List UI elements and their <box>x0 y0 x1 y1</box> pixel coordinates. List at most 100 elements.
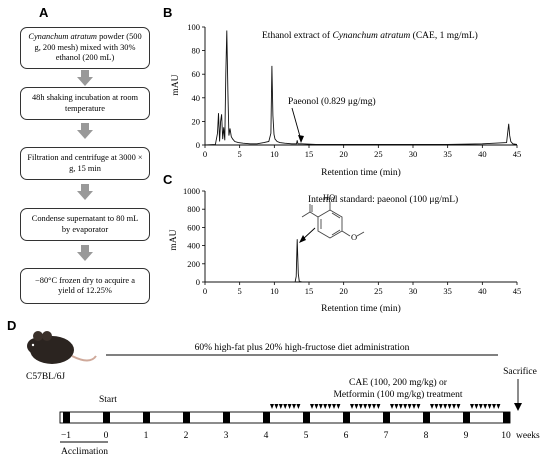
y-tick-label: 1000 <box>183 186 200 196</box>
treatment-label-line2: Metformin (100 mg/kg) treatment <box>333 389 462 400</box>
treatment-triangle <box>456 404 461 409</box>
panel-letter-b: B <box>163 5 173 20</box>
week-marker <box>383 412 390 423</box>
treatment-markers <box>270 404 501 409</box>
flow-step-3: Filtration and centrifuge at 3000 × g, 1… <box>20 147 150 180</box>
timeline-outline <box>59 411 511 424</box>
week-marker <box>263 412 270 423</box>
treatment-triangle <box>394 404 399 409</box>
flow-arrow-1 <box>77 70 93 86</box>
week-marker <box>63 412 70 423</box>
chart-c-xlabel: Retention time (min) <box>321 303 401 314</box>
week-marker <box>463 412 470 423</box>
x-tick-label: 5 <box>238 286 242 296</box>
chart-c-title: Internal standard: paeonol (100 μg/mL) <box>308 194 458 205</box>
x-tick-label: 40 <box>478 149 487 159</box>
week-marker <box>503 412 510 423</box>
flow-step-5-text: −80°C frozen dry to acquire a yield of 1… <box>35 275 135 296</box>
x-tick-label: 45 <box>513 149 522 159</box>
treatment-triangle <box>398 404 403 409</box>
acclimation-label: Acclimation <box>61 447 108 457</box>
x-tick-label: 20 <box>339 286 348 296</box>
x-tick-label: 40 <box>478 286 487 296</box>
week-tick-label: 9 <box>464 431 469 441</box>
treatment-triangle <box>314 404 319 409</box>
y-tick-label: 40 <box>192 93 201 103</box>
start-label: Start <box>99 395 117 405</box>
treatment-triangle <box>292 404 296 409</box>
week-tick-label: 1 <box>144 431 149 441</box>
week-marker <box>303 412 310 423</box>
sacrifice-arrow <box>514 379 522 411</box>
treatment-triangle <box>318 404 323 409</box>
treatment-label-line1: CAE (100, 200 mg/kg) or <box>349 377 448 388</box>
x-tick-label: 0 <box>203 149 207 159</box>
week-tick-label: 7 <box>384 431 389 441</box>
mouse-strain-label: C57BL/6J <box>26 372 65 382</box>
week-marker <box>103 412 110 423</box>
chart-b-ticks: 0 5 10 15 20 25 30 35 40 45 0 20 40 60 80 100 <box>187 22 521 159</box>
treatment-triangle <box>474 404 479 409</box>
y-tick-label: 20 <box>192 116 201 126</box>
x-tick-label: 10 <box>270 149 279 159</box>
treatment-triangle <box>390 404 394 409</box>
y-tick-label: 400 <box>187 241 200 251</box>
chart-b-xlabel: Retention time (min) <box>321 167 401 178</box>
diet-label: 60% high-fat plus 20% high-fructose diet… <box>195 342 410 353</box>
week-marker <box>183 412 190 423</box>
flow-step-1-italic: Cynanchum atratum <box>28 32 97 42</box>
treatment-triangle <box>487 404 492 409</box>
treatment-triangle <box>492 404 496 409</box>
treatment-triangle <box>452 404 456 409</box>
treatment-triangle <box>296 404 301 409</box>
y-tick-label: 200 <box>187 259 200 269</box>
x-tick-label: 25 <box>374 286 383 296</box>
x-tick-label: 20 <box>339 149 348 159</box>
week-tick-label: 3 <box>224 431 229 441</box>
week-tick-label: 6 <box>344 431 349 441</box>
chart-b-ylabel: mAU <box>171 74 181 95</box>
treatment-triangle <box>447 404 452 409</box>
chart-b-title: Ethanol extract of Cynanchum atratum (CA… <box>262 30 478 41</box>
treatment-triangle <box>278 404 283 409</box>
x-tick-label: 15 <box>305 286 314 296</box>
treatment-triangle <box>434 404 439 409</box>
week-tick-label: 2 <box>184 431 189 441</box>
flow-step-2-text: 48h shaking incubation at room temperatu… <box>31 93 139 113</box>
panel-letter-c: C <box>163 172 173 187</box>
treatment-triangle <box>483 404 488 409</box>
treatment-triangle <box>358 404 363 409</box>
treatment-triangle <box>332 404 336 409</box>
structure-o-label: O <box>351 232 357 242</box>
week-tick-label: 0 <box>104 431 109 441</box>
treatment-triangle <box>354 404 359 409</box>
treatment-triangle <box>363 404 368 409</box>
x-tick-label: 5 <box>238 149 242 159</box>
treatment-triangle <box>310 404 314 409</box>
treatment-triangle <box>274 404 279 409</box>
treatment-triangle <box>430 404 434 409</box>
flow-arrow-4 <box>77 245 93 261</box>
chart-b-title-pre: Ethanol extract of <box>262 30 332 41</box>
treatment-triangle <box>412 404 416 409</box>
flow-step-2: 48h shaking incubation at room temperatu… <box>20 87 150 120</box>
y-tick-label: 80 <box>192 46 201 56</box>
week-tick-labels: −1 0 1 2 3 4 5 6 7 8 9 10 <box>61 431 511 441</box>
flow-step-4: Condense supernatant to 80 mL by evapora… <box>20 208 150 241</box>
chart-c-series-line <box>205 239 517 283</box>
treatment-triangle <box>376 404 381 409</box>
week-tick-label: −1 <box>61 431 71 441</box>
y-tick-label: 800 <box>187 204 200 214</box>
chart-b-title-post: (CAE, 1 mg/mL) <box>410 30 478 41</box>
paeonol-structure <box>301 202 365 239</box>
chart-b-axes <box>204 27 517 146</box>
treatment-triangle <box>416 404 421 409</box>
treatment-triangle <box>372 404 376 409</box>
panel-letter-d: D <box>7 318 17 333</box>
treatment-triangle <box>496 404 501 409</box>
y-tick-label: 0 <box>196 140 200 150</box>
week-marker <box>143 412 150 423</box>
